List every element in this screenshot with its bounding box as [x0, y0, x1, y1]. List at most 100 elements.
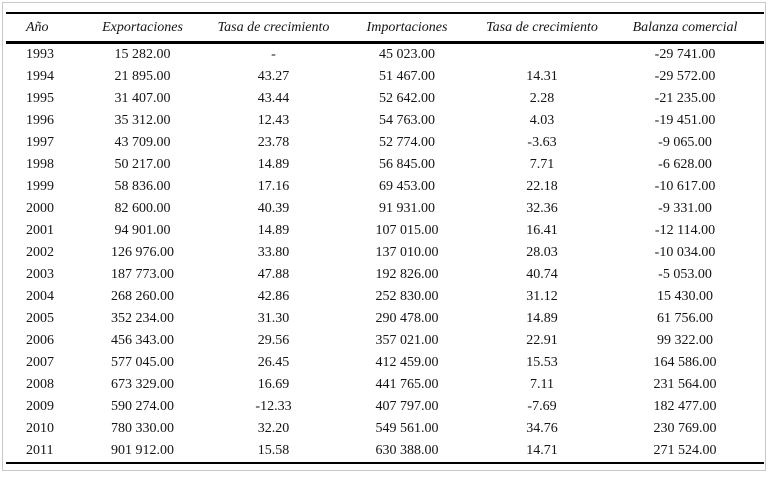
value-cell: 52 774.00 — [379, 135, 435, 150]
table-row: 2004 268 260.00 42.86 252 830.00 31.12 15 430… — [6, 286, 764, 308]
value-cell: 32.36 — [526, 201, 558, 216]
value-cell: -10 034.00 — [654, 245, 716, 260]
value-cell: 32.20 — [257, 421, 290, 436]
value-cell: 17.16 — [257, 179, 290, 194]
value-cell: 230 769.00 — [653, 421, 717, 436]
value-cell: 99 322.00 — [657, 333, 713, 348]
value-cell: 107 015.00 — [375, 223, 439, 238]
value-cell: 40.39 — [257, 201, 290, 216]
value-cell: 407 797.00 — [375, 399, 439, 414]
value-cell: 14.31 — [526, 69, 558, 84]
year-cell: 1995 — [26, 91, 54, 106]
value-cell: 252 830.00 — [375, 289, 439, 304]
year-cell: 1996 — [26, 113, 54, 128]
value-cell: 26.45 — [257, 355, 290, 370]
value-cell: -9 065.00 — [658, 135, 712, 150]
value-cell: 630 388.00 — [375, 443, 439, 458]
table-row: 2009 590 274.00 -12.33 407 797.00 -7.69 182 4… — [6, 396, 764, 418]
value-cell: 456 343.00 — [111, 333, 174, 348]
year-cell: 2001 — [26, 223, 54, 238]
value-cell: -5 053.00 — [658, 267, 712, 282]
value-cell: 40.74 — [526, 267, 558, 282]
table-row: 1997 43 709.00 23.78 52 774.00 -3.63 -9 065.0… — [6, 132, 764, 154]
value-cell: 50 217.00 — [114, 157, 171, 172]
value-cell: 15 282.00 — [114, 47, 171, 62]
value-cell: 61 756.00 — [657, 311, 713, 326]
value-cell: -19 451.00 — [654, 113, 716, 128]
year-cell: 2011 — [26, 443, 54, 458]
value-cell: 22.91 — [526, 333, 558, 348]
value-cell: 43.44 — [257, 91, 290, 106]
column-header-tasa-crecimiento-exportaciones: Tasa de crecimiento — [217, 19, 330, 35]
value-cell: 126 976.00 — [111, 245, 174, 260]
value-cell: 14.89 — [526, 311, 558, 326]
value-cell: 34.76 — [526, 421, 558, 436]
value-cell: 7.11 — [530, 377, 554, 392]
value-cell: 56 845.00 — [379, 157, 435, 172]
year-cell: 2005 — [26, 311, 54, 326]
value-cell: - — [271, 47, 276, 62]
table-row: 2005 352 234.00 31.30 290 478.00 14.89 61 756… — [6, 308, 764, 330]
value-cell: 31 407.00 — [114, 91, 171, 106]
value-cell: 14.89 — [257, 223, 290, 238]
value-cell: 91 931.00 — [379, 201, 435, 216]
year-cell: 2008 — [26, 377, 54, 392]
column-header-balanza-comercial: Balanza comercial — [632, 19, 738, 35]
column-header-anio: Año — [26, 19, 49, 35]
value-cell: 23.78 — [257, 135, 290, 150]
value-cell: 590 274.00 — [111, 399, 174, 414]
table-row: 2003 187 773.00 47.88 192 826.00 40.74 -5 053… — [6, 264, 764, 286]
value-cell: -7.69 — [527, 399, 557, 414]
value-cell: 35 312.00 — [114, 113, 171, 128]
value-cell: 16.41 — [526, 223, 558, 238]
table-row: 1998 50 217.00 14.89 56 845.00 7.71 -6 628.00 — [6, 154, 764, 176]
value-cell: -9 331.00 — [658, 201, 712, 216]
value-cell: 43.27 — [257, 69, 290, 84]
table-row: 1994 21 895.00 43.27 51 467.00 14.31 -29 572.… — [6, 66, 764, 88]
table-row: 1996 35 312.00 12.43 54 763.00 4.03 -19 451.0… — [6, 110, 764, 132]
value-cell: 549 561.00 — [375, 421, 439, 436]
table-header: Año Exportaciones Tasa de crecimiento Impor… — [6, 13, 764, 43]
value-cell: 94 901.00 — [114, 223, 171, 238]
value-cell: 231 564.00 — [653, 377, 717, 392]
year-cell: 2007 — [26, 355, 54, 370]
table-row: 2000 82 600.00 40.39 91 931.00 32.36 -9 331.0… — [6, 198, 764, 220]
year-cell: 2003 — [26, 267, 54, 282]
trade-balance-table: Año Exportaciones Tasa de crecimiento Impor… — [6, 12, 764, 464]
value-cell: 52 642.00 — [379, 91, 435, 106]
value-cell: 673 329.00 — [111, 377, 174, 392]
value-cell: 137 010.00 — [375, 245, 439, 260]
table-row: 1995 31 407.00 43.44 52 642.00 2.28 -21 235.0… — [6, 88, 764, 110]
value-cell: 182 477.00 — [653, 399, 717, 414]
table-row: 2011 901 912.00 15.58 630 388.00 14.71 271 52… — [6, 440, 764, 463]
value-cell: 357 021.00 — [375, 333, 439, 348]
value-cell: 352 234.00 — [111, 311, 174, 326]
value-cell: 2.28 — [529, 91, 555, 106]
year-cell: 1998 — [26, 157, 54, 172]
year-cell: 2010 — [26, 421, 54, 436]
table-row: 1993 15 282.00 - 45 023.00 -29 741.00 — [6, 43, 764, 67]
value-cell: 54 763.00 — [379, 113, 435, 128]
value-cell: 164 586.00 — [653, 355, 717, 370]
value-cell: 15.53 — [526, 355, 558, 370]
column-header-tasa-crecimiento-importaciones: Tasa de crecimiento — [486, 19, 598, 35]
value-cell: 577 045.00 — [111, 355, 174, 370]
value-cell: -29 572.00 — [654, 69, 716, 84]
value-cell: -6 628.00 — [658, 157, 712, 172]
year-cell: 2006 — [26, 333, 54, 348]
year-cell: 1993 — [26, 47, 54, 62]
value-cell: 441 765.00 — [375, 377, 439, 392]
value-cell: -21 235.00 — [654, 91, 716, 106]
value-cell: 33.80 — [257, 245, 290, 260]
value-cell: 187 773.00 — [111, 267, 174, 282]
value-cell: -12.33 — [255, 399, 292, 414]
table-row: 2008 673 329.00 16.69 441 765.00 7.11 231 564… — [6, 374, 764, 396]
year-cell: 1994 — [26, 69, 54, 84]
value-cell: 15 430.00 — [657, 289, 713, 304]
value-cell — [478, 43, 606, 67]
table-row: 2001 94 901.00 14.89 107 015.00 16.41 -12 114… — [6, 220, 764, 242]
value-cell: 29.56 — [257, 333, 290, 348]
table-row: 2010 780 330.00 32.20 549 561.00 34.76 230 76… — [6, 418, 764, 440]
column-header-importaciones: Importaciones — [366, 19, 448, 35]
value-cell: 14.89 — [257, 157, 290, 172]
